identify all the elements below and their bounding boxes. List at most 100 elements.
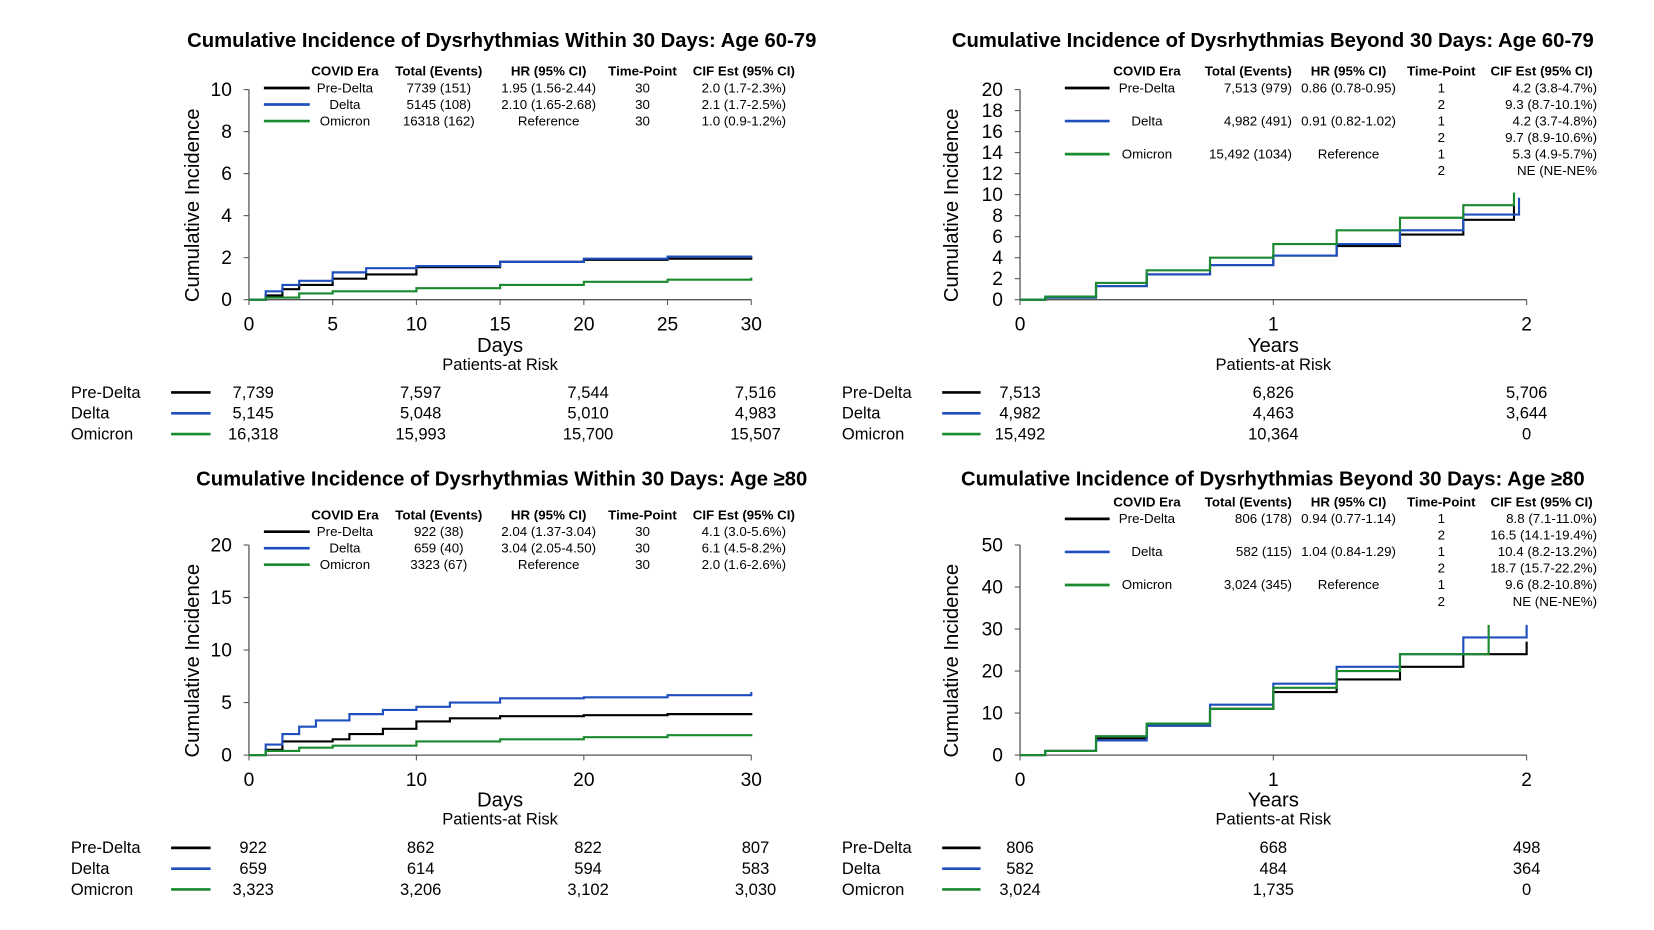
series-line-omicron: [248, 734, 753, 757]
chart-title: Cumulative Incidence of Dysrhythmias Bey…: [952, 30, 1594, 52]
legend-header: Time-Point: [608, 64, 677, 79]
risk-value: 807: [742, 838, 770, 857]
risk-row-label: Omicron: [71, 424, 133, 443]
risk-table-title: Patients-at Risk: [1216, 809, 1332, 828]
risk-row-label: Omicron: [842, 880, 904, 899]
x-tick-label: 2: [1521, 770, 1532, 791]
risk-row-label: Omicron: [71, 880, 133, 899]
x-tick-label: 0: [1015, 315, 1026, 336]
legend-header: HR (95% CI): [511, 507, 587, 522]
series-line-omicron: [248, 277, 753, 301]
risk-value: 15,700: [563, 424, 614, 443]
legend-header: COVID Era: [311, 64, 379, 79]
legend-time-point: 2: [1438, 594, 1445, 609]
legend-cif-estimate: 18.7 (15.7-22.2%): [1490, 561, 1597, 576]
y-tick-label: 0: [992, 290, 1003, 311]
risk-value: 15,993: [395, 424, 446, 443]
y-tick-label: 12: [982, 164, 1003, 185]
chart-title: Cumulative Incidence of Dysrhythmias Wit…: [196, 468, 807, 490]
legend-era: Delta: [329, 97, 361, 112]
risk-row-label: Delta: [842, 404, 881, 423]
y-tick-label: 16: [982, 122, 1003, 143]
legend-hr: Reference: [1318, 146, 1380, 161]
legend-hr: 2.10 (1.65-2.68): [501, 97, 596, 112]
legend-time-point: 2: [1438, 561, 1445, 576]
x-tick-label: 10: [406, 315, 427, 336]
legend-cif-estimate: 2.1 (1.7-2.5%): [702, 97, 786, 112]
risk-value: 7,597: [400, 383, 441, 402]
y-tick-label: 10: [982, 185, 1003, 206]
legend-total-events: 4,982 (491): [1224, 113, 1292, 128]
legend-header: COVID Era: [311, 507, 379, 522]
y-axis-label: Cumulative Incidence: [941, 108, 963, 302]
legend-hr: Reference: [518, 113, 580, 128]
legend-time-point: 2: [1438, 97, 1445, 112]
legend-total-events: 16318 (162): [403, 113, 475, 128]
legend-hr: Reference: [518, 557, 580, 572]
y-tick-label: 8: [992, 206, 1003, 227]
legend-header: HR (95% CI): [1311, 64, 1387, 79]
y-tick-label: 20: [211, 535, 232, 556]
legend-total-events: 5145 (108): [407, 97, 471, 112]
y-tick-label: 4: [221, 206, 232, 227]
legend-era: Delta: [1131, 113, 1163, 128]
legend-cif-estimate: 1.0 (0.9-1.2%): [702, 113, 786, 128]
legend-era: Omicron: [320, 557, 370, 572]
legend-hr: 1.95 (1.56-2.44): [501, 80, 596, 95]
legend-time-point: 1: [1438, 80, 1445, 95]
risk-value: 5,010: [567, 404, 608, 423]
legend-cif-estimate: 8.8 (7.1-11.0%): [1506, 511, 1597, 526]
y-tick-label: 40: [982, 577, 1003, 598]
legend-cif-estimate: NE (NE-NE%: [1517, 163, 1597, 178]
x-tick-label: 10: [406, 770, 427, 791]
legend-time-point: 1: [1438, 511, 1445, 526]
legend-time-point: 30: [635, 524, 650, 539]
legend-hr: 0.91 (0.82-1.02): [1301, 113, 1396, 128]
legend-total-events: 3323 (67): [410, 557, 467, 572]
legend-hr: 3.04 (2.05-4.50): [501, 540, 596, 555]
x-tick-label: 30: [741, 770, 762, 791]
chart-panel-2: Cumulative Incidence of Dysrhythmias Bey…: [842, 30, 1597, 443]
chart-panel-1: Cumulative Incidence of Dysrhythmias Wit…: [71, 30, 817, 443]
chart-title: Cumulative Incidence of Dysrhythmias Bey…: [961, 468, 1585, 490]
y-tick-label: 0: [992, 745, 1003, 766]
risk-value: 3,644: [1506, 404, 1547, 423]
x-axis-label: Years: [1248, 335, 1299, 357]
legend-time-point: 30: [635, 540, 650, 555]
legend-header: CIF Est (95% CI): [1490, 495, 1592, 510]
legend-time-point: 1: [1438, 544, 1445, 559]
legend-era: Pre-Delta: [317, 80, 374, 95]
legend-hr: Reference: [1318, 577, 1380, 592]
legend-cif-estimate: 2.0 (1.6-2.6%): [702, 557, 786, 572]
risk-value: 5,145: [233, 404, 274, 423]
chart-panel-3: Cumulative Incidence of Dysrhythmias Wit…: [71, 468, 807, 899]
legend-cif-estimate: 9.6 (8.2-10.8%): [1505, 577, 1597, 592]
x-tick-label: 2: [1521, 315, 1532, 336]
legend-header: Total (Events): [1205, 64, 1292, 79]
legend-time-point: 1: [1438, 577, 1445, 592]
legend-era: Omicron: [1122, 577, 1172, 592]
y-axis-label: Cumulative Incidence: [941, 564, 963, 758]
risk-value: 5,048: [400, 404, 441, 423]
risk-value: 3,102: [567, 880, 608, 899]
risk-value: 3,206: [400, 880, 441, 899]
risk-row-label: Delta: [71, 859, 110, 878]
risk-value: 614: [407, 859, 435, 878]
legend-total-events: 806 (178): [1235, 511, 1292, 526]
y-tick-label: 10: [211, 640, 232, 661]
legend-header: Time-Point: [1407, 495, 1476, 510]
legend-header: HR (95% CI): [1311, 495, 1387, 510]
y-tick-label: 18: [982, 101, 1003, 122]
series-line-delta: [248, 692, 753, 757]
legend-hr: 2.04 (1.37-3.04): [501, 524, 596, 539]
x-tick-label: 1: [1268, 770, 1279, 791]
legend-total-events: 922 (38): [414, 524, 464, 539]
legend-hr: 1.04 (0.84-1.29): [1301, 544, 1396, 559]
legend-cif-estimate: 16.5 (14.1-19.4%): [1490, 528, 1597, 543]
legend-header: COVID Era: [1113, 495, 1181, 510]
legend-cif-estimate: NE (NE-NE%): [1513, 594, 1597, 609]
legend-total-events: 659 (40): [414, 540, 464, 555]
y-tick-label: 30: [982, 619, 1003, 640]
risk-value: 15,492: [995, 424, 1046, 443]
